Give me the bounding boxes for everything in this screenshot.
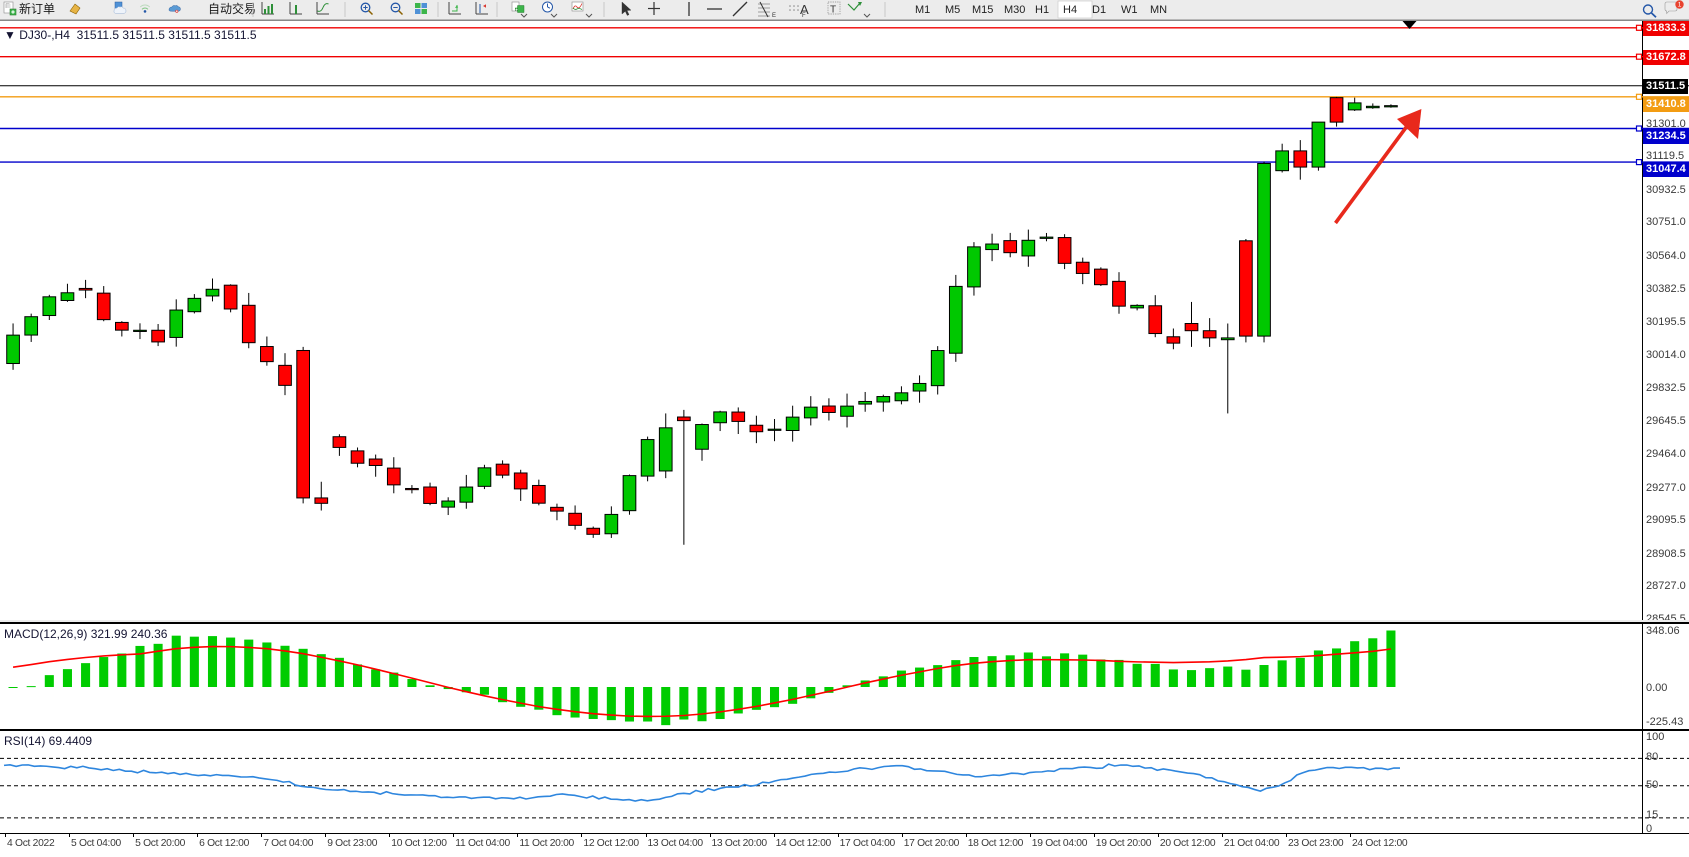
svg-text:1: 1 (1678, 2, 1682, 9)
svg-text:W1: W1 (1121, 4, 1138, 16)
svg-text:H1: H1 (1035, 4, 1049, 16)
svg-text:M15: M15 (972, 4, 993, 16)
svg-text:A: A (800, 2, 809, 17)
svg-text:M30: M30 (1004, 4, 1025, 16)
svg-text:自动交易: 自动交易 (208, 1, 256, 16)
svg-text:M1: M1 (915, 4, 930, 16)
svg-text:新订单: 新订单 (19, 1, 55, 16)
svg-text:D1: D1 (1092, 4, 1106, 16)
svg-text:T: T (830, 5, 836, 16)
svg-text:H4: H4 (1063, 4, 1077, 16)
svg-text:E: E (772, 13, 776, 19)
svg-text:M5: M5 (945, 4, 960, 16)
svg-text:MN: MN (1150, 4, 1167, 16)
